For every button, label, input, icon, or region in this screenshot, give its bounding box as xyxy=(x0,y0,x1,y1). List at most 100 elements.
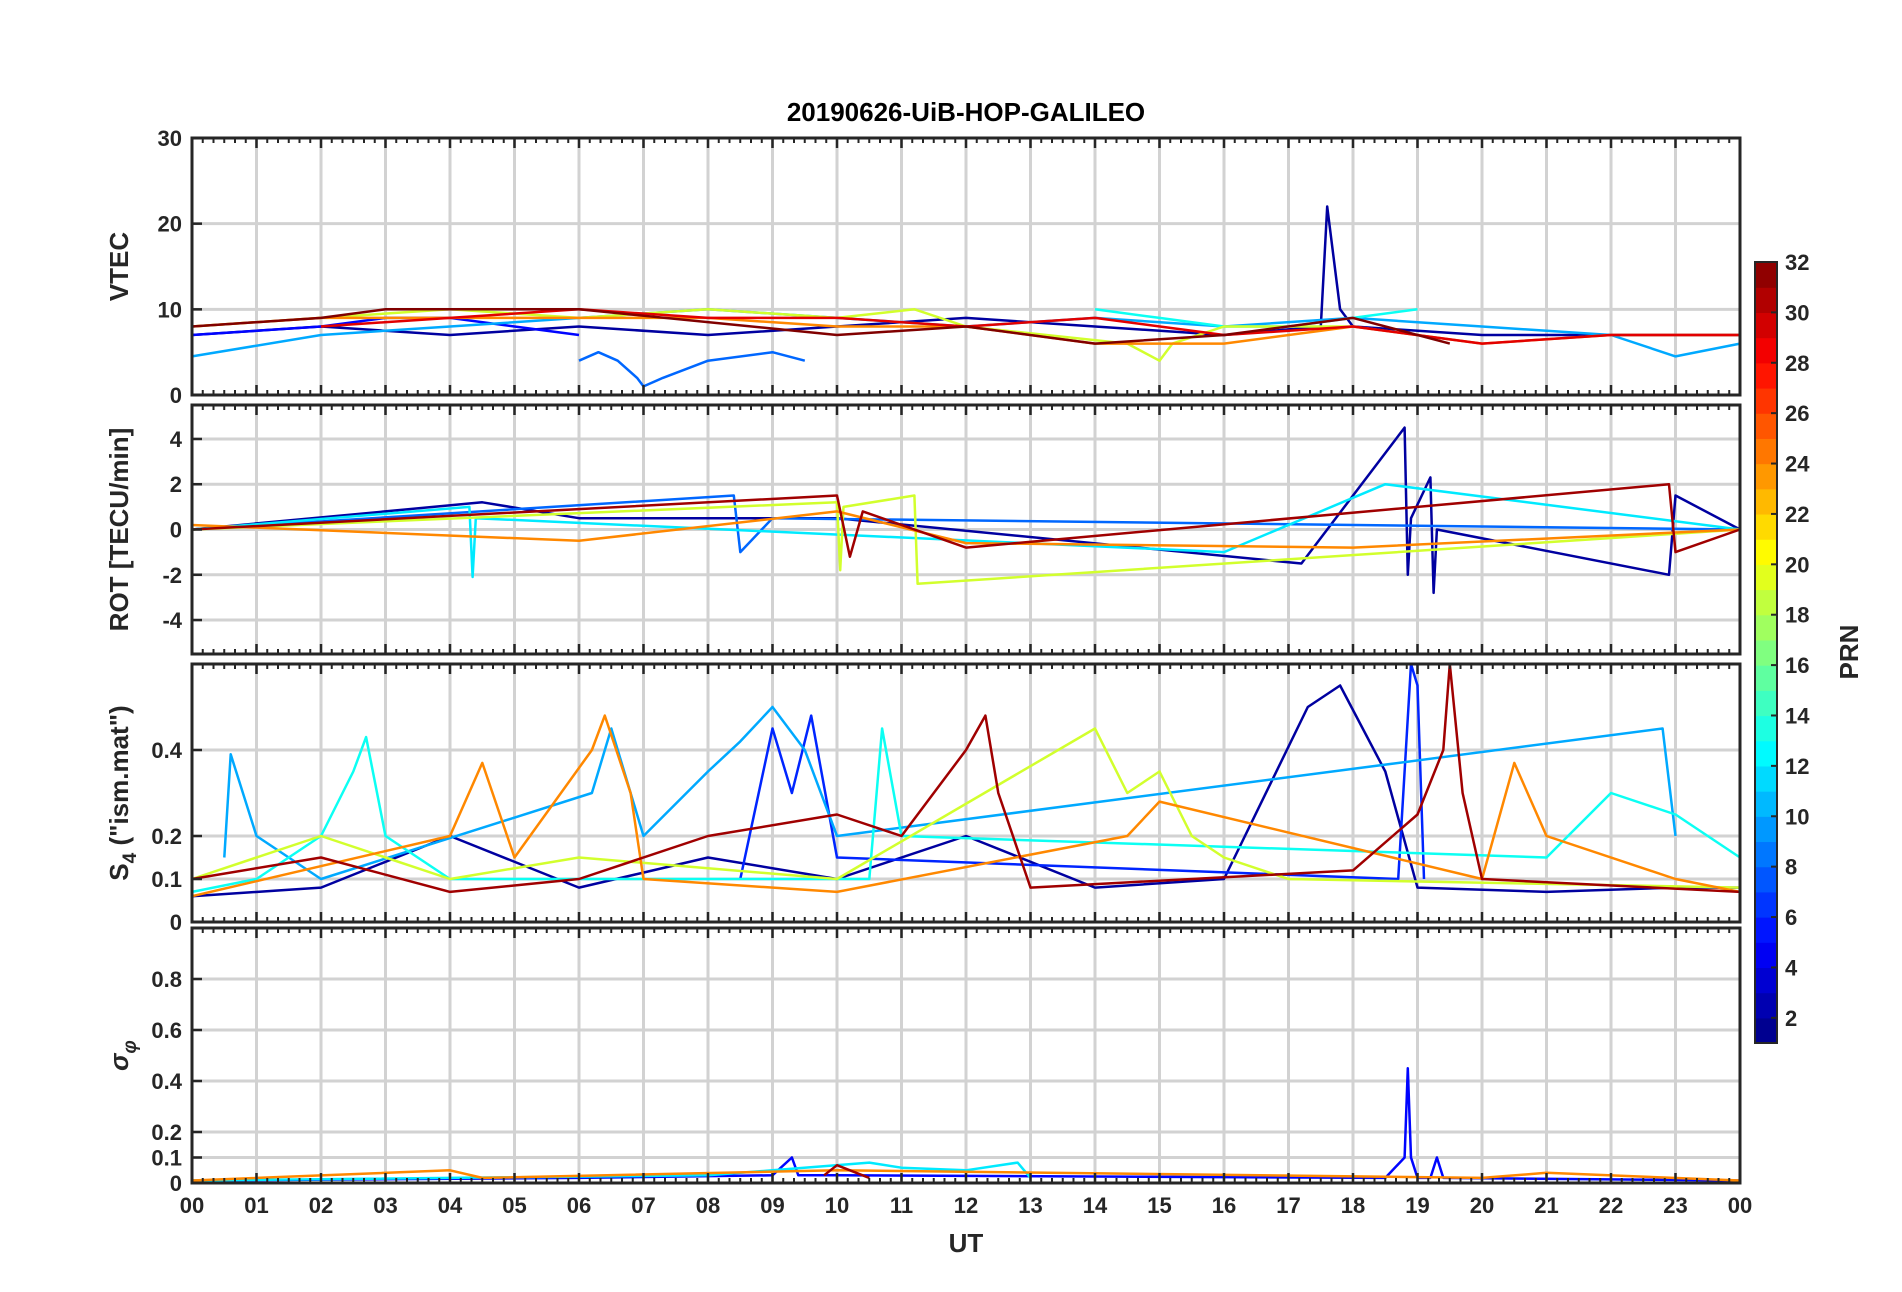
colorbar-tick-label: 4 xyxy=(1785,955,1798,980)
y-tick-label: 0.2 xyxy=(151,824,182,849)
colorbar-segment xyxy=(1755,992,1777,1019)
y-tick-label: -4 xyxy=(162,608,182,633)
colorbar-tick-label: 28 xyxy=(1785,351,1809,376)
x-tick-label: 05 xyxy=(502,1193,526,1218)
colorbar-segment xyxy=(1755,917,1777,943)
x-tick-label: 06 xyxy=(567,1193,591,1218)
panel-3: 0 0.1 0.2 0.4 S4 ("ism.mat") xyxy=(104,662,1742,935)
y-tick-label: 4 xyxy=(170,427,183,452)
x-tick-label: 02 xyxy=(309,1193,333,1218)
y-axis-label-sub: 4 xyxy=(120,852,141,863)
colorbar-tick-label: 32 xyxy=(1785,250,1809,275)
colorbar-segment xyxy=(1755,967,1777,994)
series-prn-19 xyxy=(191,494,1741,586)
x-tick-label: 20 xyxy=(1470,1193,1494,1218)
y-tick-label: 20 xyxy=(158,212,182,237)
y-tick-label: 2 xyxy=(170,472,182,497)
panel-1: 0 10 20 30 VTEC xyxy=(104,126,1742,408)
y-axis-label-rest: ("ism.mat") xyxy=(104,705,134,852)
colorbar-segment xyxy=(1755,287,1777,313)
x-tick-label: 07 xyxy=(631,1193,655,1218)
x-tick-label: 12 xyxy=(954,1193,978,1218)
y-tick-label: 10 xyxy=(158,297,182,322)
x-tick-label: 10 xyxy=(825,1193,849,1218)
chart-title: 20190626-UiB-HOP-GALILEO xyxy=(787,97,1145,127)
series-prn-12 xyxy=(191,1161,1032,1182)
panel-4: 00.10.2 0.4 0.6 0.8 σφ xyxy=(104,926,1742,1196)
y-tick-label: 0.8 xyxy=(151,967,182,992)
y-tick-label: 0.4 xyxy=(151,738,182,763)
colorbar-segment xyxy=(1755,891,1777,918)
colorbar-tick-label: 12 xyxy=(1785,754,1809,779)
colorbar-segment xyxy=(1755,362,1777,389)
series-prn-2 xyxy=(191,684,1740,898)
panel-2: -4 -2 0 2 4 ROT [TECU/min] xyxy=(104,403,1742,656)
series-prn-19 xyxy=(191,727,1741,889)
series-prn-31 xyxy=(191,482,1741,558)
y-tick-label: 0 xyxy=(170,518,182,543)
colorbar-segment xyxy=(1755,942,1777,969)
series-prn-31 xyxy=(823,1163,870,1180)
y-tick-label: 0.4 xyxy=(151,1069,182,1094)
colorbar-segment xyxy=(1755,413,1777,439)
y-axis-label: VTEC xyxy=(104,232,134,302)
colorbar-segment xyxy=(1755,539,1777,565)
colorbar-segment xyxy=(1755,312,1777,339)
y-tick-label: 0.2 xyxy=(151,1120,182,1145)
x-tick-label: 18 xyxy=(1341,1193,1365,1218)
colorbar-segment xyxy=(1755,488,1777,515)
colorbar-tick-label: 14 xyxy=(1785,703,1810,728)
series-prn-2 xyxy=(191,205,1740,337)
colorbar-tick-label: 16 xyxy=(1785,653,1809,678)
colorbar-tick-label: 18 xyxy=(1785,603,1809,628)
colorbar-segment xyxy=(1755,639,1777,666)
colorbar-segment xyxy=(1755,1017,1777,1044)
colorbar-tick-label: 20 xyxy=(1785,552,1809,577)
colorbar-tick-label: 26 xyxy=(1785,401,1809,426)
x-tick-label: 21 xyxy=(1534,1193,1558,1218)
colorbar-segment xyxy=(1755,387,1777,414)
x-tick-label: 00 xyxy=(180,1193,204,1218)
colorbar-segment xyxy=(1755,765,1777,792)
x-tick-label: 15 xyxy=(1147,1193,1171,1218)
y-axis-label: ROT [TECU/min] xyxy=(104,428,134,632)
colorbar-label: PRN xyxy=(1834,625,1864,680)
colorbar-frame xyxy=(1754,261,1778,1044)
colorbar-segment xyxy=(1755,665,1777,691)
colorbar-segment xyxy=(1755,337,1777,364)
series-prn-32 xyxy=(191,308,1451,345)
colorbar-tick-label: 22 xyxy=(1785,502,1809,527)
series-prn-24 xyxy=(191,714,1741,898)
y-tick-label: 0 xyxy=(170,1171,182,1196)
colorbar-tick-label: 24 xyxy=(1785,452,1810,477)
y-axis-label: σφ xyxy=(104,1040,141,1071)
x-tick-label: 23 xyxy=(1663,1193,1687,1218)
colorbar-segment xyxy=(1755,740,1777,767)
x-tick-label: 19 xyxy=(1405,1193,1429,1218)
series-prn-24 xyxy=(191,1169,1741,1182)
x-tick-label: 22 xyxy=(1599,1193,1623,1218)
colorbar-segment xyxy=(1755,866,1777,893)
y-tick-label: 0.1 xyxy=(151,1146,182,1171)
x-tick-label: 16 xyxy=(1212,1193,1236,1218)
series-prn-31 xyxy=(191,662,1741,894)
y-axis-label-main: σ xyxy=(104,1052,134,1071)
y-tick-label: 0 xyxy=(170,910,182,935)
colorbar-segment xyxy=(1755,513,1777,540)
y-axis-label-sub: φ xyxy=(120,1040,141,1053)
series-prn-10 xyxy=(223,705,1677,881)
colorbar-tick-label: 30 xyxy=(1785,300,1809,325)
x-tick-label: 14 xyxy=(1083,1193,1108,1218)
colorbar-segment xyxy=(1755,589,1777,616)
x-tick-label: 01 xyxy=(244,1193,268,1218)
x-tick-label: 03 xyxy=(373,1193,397,1218)
y-tick-label: -2 xyxy=(162,563,182,588)
colorbar-segment xyxy=(1755,690,1777,717)
x-tick-label: 11 xyxy=(890,1193,913,1218)
x-tick-label: 08 xyxy=(696,1193,720,1218)
colorbar-segment xyxy=(1755,463,1777,490)
series-prn-2 xyxy=(191,426,1741,595)
